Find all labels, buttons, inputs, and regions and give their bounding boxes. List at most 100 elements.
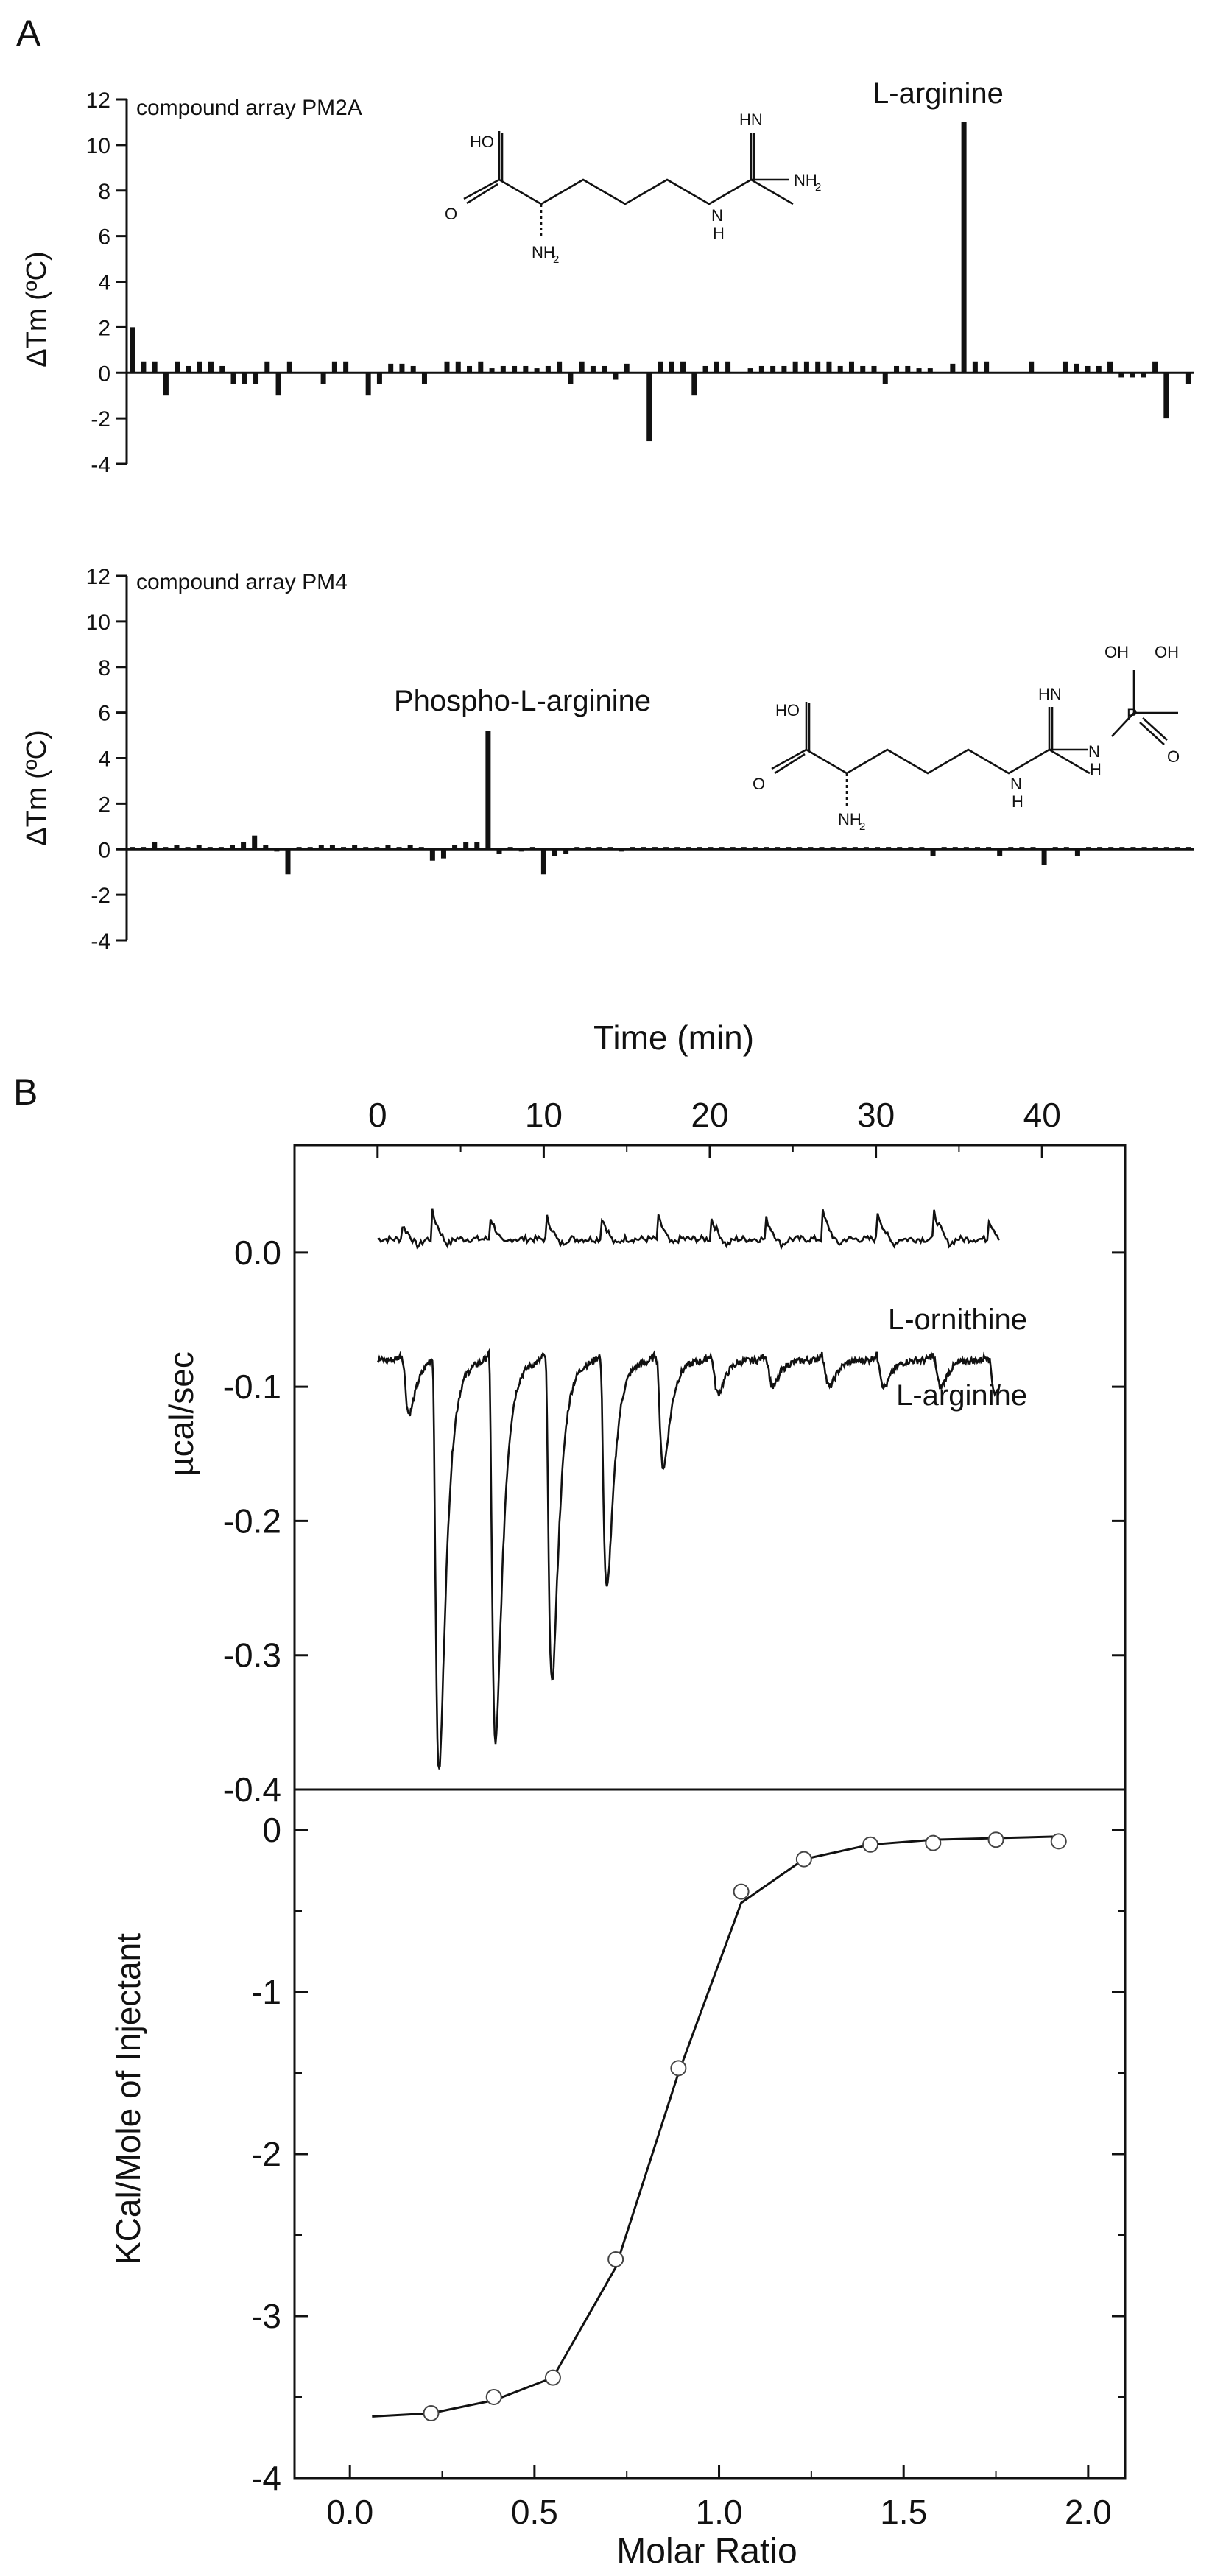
pm4-bar (1041, 849, 1047, 865)
pm2a-bar (624, 363, 630, 373)
pm4-bar (385, 845, 391, 850)
pm4-bar (152, 842, 158, 850)
svg-text:HN: HN (739, 110, 763, 129)
pm4-bar (875, 847, 881, 850)
pm4-bar (775, 847, 781, 850)
pm4-bar (1063, 847, 1069, 850)
pm2a-bar (489, 368, 495, 373)
pm2a-bar (568, 373, 574, 384)
pm2a-ytick-label: -2 (91, 407, 110, 432)
pm2a-ytick-label: 0 (98, 362, 110, 386)
pm2a-bar (1029, 361, 1035, 373)
pm4-bar (485, 731, 491, 850)
pm2a-bar (792, 361, 798, 373)
pm4-bar (752, 847, 758, 850)
pm2a-bar (984, 361, 990, 373)
pm2a-bar (1141, 373, 1146, 378)
pm2a-bar (399, 363, 405, 373)
itc-raw-line-arginine (376, 1348, 1001, 1771)
phospho-l-arginine-structure: HO O NH 2 N H HN N H P OH OH O (753, 643, 1180, 833)
pm2a-bar (1152, 361, 1158, 373)
itc-raw-xtick-label: 0 (368, 1096, 387, 1134)
pm4-bar (674, 847, 680, 850)
itc-iso-point (1050, 1833, 1067, 1850)
pm2a-peak-label: L-arginine (873, 77, 1004, 110)
svg-text:H: H (713, 224, 725, 242)
pm4-bar (207, 847, 213, 850)
pm2a-bar (343, 361, 349, 373)
svg-text:OH: OH (1104, 643, 1129, 661)
itc-iso-point (607, 2251, 624, 2267)
pm4-ytick-label: 2 (98, 792, 110, 817)
pm2a-bar (680, 361, 686, 373)
pm2a-bar (512, 365, 518, 373)
pm2a-bar (478, 361, 484, 373)
pm2a-bar (444, 361, 450, 373)
pm4-bar (1152, 847, 1158, 850)
pm4-bar (1130, 847, 1136, 850)
pm4-bar (830, 847, 836, 850)
svg-text:H: H (1090, 760, 1102, 778)
itc-iso-point (544, 2369, 561, 2386)
pm4-bar (574, 847, 580, 850)
pm4-bar (663, 847, 669, 850)
pm2a-bar (175, 361, 180, 373)
pm2a-bar (905, 365, 911, 373)
itc-raw-xtick-label: 20 (691, 1096, 728, 1134)
pm2a-bar (669, 361, 674, 373)
pm4-bar (908, 847, 914, 850)
pm2a-bar (376, 373, 382, 384)
pm4-bar (1108, 847, 1114, 850)
pm4-bar (352, 845, 358, 850)
svg-text:2: 2 (553, 253, 559, 266)
pm2a-bar (927, 368, 933, 373)
itc-isotherm-chart: KCal/Mole of Injectant Molar Ratio 0.0 0.… (109, 1788, 1127, 2571)
pm2a-bar (557, 361, 563, 373)
svg-text:N: N (711, 206, 723, 225)
pm4-bar (563, 849, 569, 854)
pm2a-annotation: compound array PM2A (136, 96, 362, 120)
pm2a-ytick-label: 10 (86, 134, 110, 158)
pm4-bar (418, 847, 424, 850)
pm4-bar (641, 847, 646, 850)
pm4-bar (596, 847, 602, 850)
pm4-bar (1019, 847, 1025, 850)
pm4-bar (886, 847, 892, 850)
pm4-bar (518, 849, 524, 852)
pm4-bar (1074, 849, 1080, 856)
pm4-bar (863, 847, 869, 850)
pm4-bar (196, 845, 202, 850)
itc-raw-xtick-label: 10 (525, 1096, 563, 1134)
svg-text:NH: NH (532, 243, 555, 261)
pm2a-ytick-label: 4 (98, 271, 110, 295)
pm2a-bar (1107, 361, 1113, 373)
pm2a-bar (152, 361, 158, 373)
pm4-bar (1185, 847, 1191, 850)
pm4-bar (941, 847, 947, 850)
itc-iso-xtick-label: 0.0 (326, 2493, 373, 2531)
pm4-bar (897, 847, 903, 850)
pm4-bar (452, 845, 458, 850)
pm4-bar (130, 847, 135, 850)
itc-iso-point (795, 1851, 812, 1868)
pm4-bar (274, 849, 280, 852)
pm4-bar (463, 842, 469, 850)
pm2a-ytick-label: 2 (98, 316, 110, 340)
pm2a-bar (826, 361, 832, 373)
pm4-bar (986, 847, 992, 850)
itc-iso-fit-line (372, 1835, 1059, 2418)
pm2a-bar (848, 361, 854, 373)
pm2a-ytick-label: 8 (98, 180, 110, 204)
pm4-bar (285, 849, 291, 875)
pm2a-bar (197, 361, 202, 373)
pm4-bar (474, 842, 480, 850)
pm2a-bar (219, 365, 225, 373)
svg-text:HN: HN (1038, 685, 1062, 703)
pm4-bar (630, 847, 635, 850)
pm4-ytick-label: 12 (86, 565, 110, 589)
pm2a-bar (691, 373, 697, 396)
svg-text:HO: HO (775, 701, 800, 719)
itc-iso-ytick-label: -2 (251, 2135, 281, 2173)
pm2a-bar (130, 327, 135, 373)
